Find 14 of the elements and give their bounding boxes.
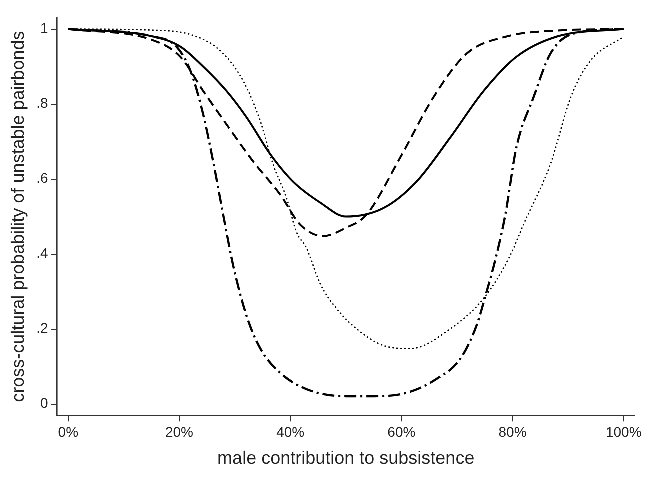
y-tick-label: .4: [36, 245, 48, 262]
x-tick-label: 80%: [498, 424, 527, 440]
x-tick-label: 20%: [165, 424, 194, 440]
y-tick-label: .6: [36, 170, 48, 186]
x-tick-label: 40%: [276, 424, 305, 440]
y-tick-label: 0: [40, 395, 48, 412]
y-axis-title: cross-cultural probability of unstable pairbonds: [8, 31, 28, 402]
x-axis-title: male contribution to subsistence: [218, 448, 475, 468]
y-tick-label: .2: [36, 320, 48, 336]
x-tick-label: 0%: [58, 424, 79, 440]
x-tick-label: 100%: [606, 424, 642, 440]
x-tick-label: 60%: [388, 424, 416, 440]
y-tick-label: .8: [36, 95, 48, 112]
y-tick-label: 1: [40, 20, 48, 36]
